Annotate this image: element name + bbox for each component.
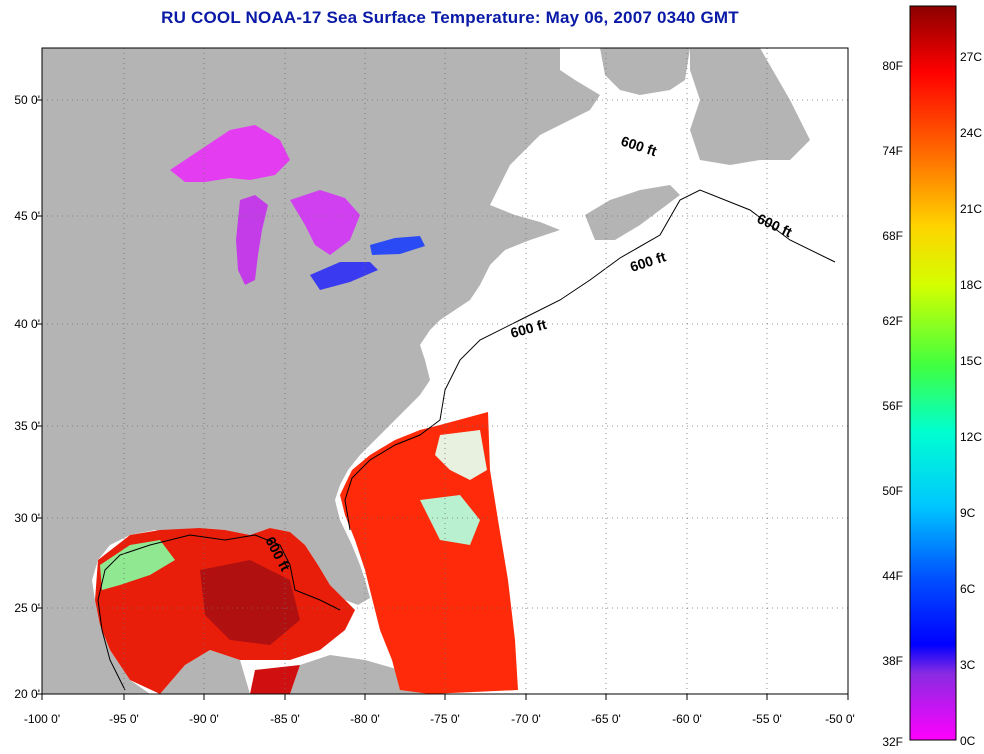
lake-superior <box>170 125 290 182</box>
colorbar-f-label: 56F <box>882 399 903 413</box>
colorbar-f-label: 44F <box>882 569 903 583</box>
land-newfoundland <box>690 48 810 165</box>
lon-tick-label: -85 0' <box>270 712 300 726</box>
colorbar-f-label: 32F <box>882 735 903 749</box>
lat-tick-label: 40 0' <box>14 317 40 331</box>
colorbar-c-label: 21C <box>960 202 982 216</box>
colorbar-f-label: 68F <box>882 229 903 243</box>
land-yucatan <box>160 650 250 694</box>
map-title: RU COOL NOAA-17 Sea Surface Temperature:… <box>161 8 739 27</box>
contour-600ft-atlantic <box>344 189 836 531</box>
lon-tick-label: -60 0' <box>672 712 702 726</box>
land-nova-scotia <box>585 185 680 240</box>
colorbar-c-label: 12C <box>960 430 982 444</box>
colorbar-c-label: 15C <box>960 354 982 368</box>
sst-atlantic-cool-patch-2 <box>420 495 480 545</box>
lon-tick-label: -55 0' <box>752 712 782 726</box>
sst-caribbean <box>250 665 300 694</box>
colorbar-c-label: 0C <box>960 734 976 748</box>
lon-tick-label: -65 0' <box>591 712 621 726</box>
lat-tick-label: 20 0' <box>14 687 40 701</box>
sst-gulf-cool-shelf <box>100 540 175 590</box>
lon-tick-label: -70 0' <box>511 712 541 726</box>
lake-michigan <box>236 195 268 285</box>
colorbar-f-label: 50F <box>882 484 903 498</box>
colorbar-c-label: 27C <box>960 50 982 64</box>
colorbar-c-label: 9C <box>960 506 976 520</box>
lon-tick-label: -90 0' <box>189 712 219 726</box>
lon-tick-label: -50 0' <box>825 712 855 726</box>
lon-tick-label: -75 0' <box>430 712 460 726</box>
sst-gulf-warm-core <box>200 560 300 645</box>
colorbar-c-label: 24C <box>960 126 982 140</box>
lat-tick-label: 30 0' <box>14 511 40 525</box>
land-labrador <box>600 48 690 95</box>
lat-tick-label: 45 0' <box>14 209 40 223</box>
colorbar-c-label: 18C <box>960 278 982 292</box>
colorbar-f-label: 80F <box>882 59 903 73</box>
sst-atlantic-swath <box>340 412 518 694</box>
axis-ticks <box>36 99 849 700</box>
colorbar-f-label: 38F <box>882 654 903 668</box>
sst-atlantic-cool-patch <box>435 430 487 480</box>
colorbar-c-label: 3C <box>960 658 976 672</box>
colorbar-c-label: 6C <box>960 582 976 596</box>
colorbar <box>909 5 957 741</box>
lon-tick-label: -95 0' <box>109 712 139 726</box>
lon-tick-label: -80 0' <box>350 712 380 726</box>
lat-tick-label: 35 0' <box>14 419 40 433</box>
lat-tick-label: 50 0' <box>14 93 40 107</box>
contour-600ft-gulf <box>97 534 341 691</box>
lat-tick-label: 25 0' <box>14 601 40 615</box>
lake-erie <box>310 262 378 290</box>
colorbar-f-label: 62F <box>882 314 903 328</box>
colorbar-f-label: 74F <box>882 144 903 158</box>
lake-ontario <box>370 236 425 255</box>
lake-huron <box>290 190 360 255</box>
lon-tick-label: -100 0' <box>24 712 60 726</box>
